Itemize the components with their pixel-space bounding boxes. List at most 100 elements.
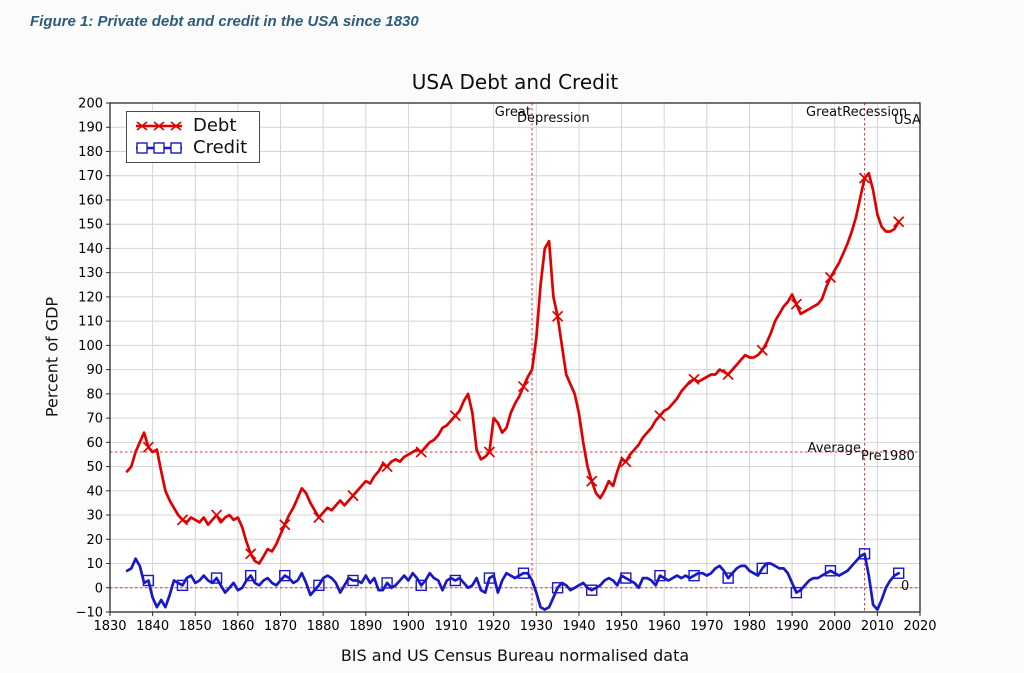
annotation-great-depression-left: Great: [494, 105, 531, 120]
x-tick-label: 1960: [648, 619, 681, 634]
credit-marker: [722, 572, 734, 584]
debt-legend-swatch: [136, 120, 182, 131]
y-tick-label: −10: [76, 606, 103, 621]
y-tick-label: 200: [78, 97, 103, 112]
credit-marker: [620, 572, 632, 584]
y-tick-label: 80: [86, 387, 103, 402]
credit-series: [125, 548, 905, 611]
reference-lines: [110, 103, 920, 612]
x-tick-label: 1970: [690, 619, 723, 634]
y-tick-label: 40: [86, 484, 103, 499]
legend-item-credit: Credit: [134, 137, 247, 158]
x-tick-label: 2010: [861, 619, 894, 634]
credit-marker: [313, 579, 325, 592]
credit-marker: [449, 574, 462, 587]
x-tick-label: 1870: [264, 619, 297, 634]
y-tick-label: 0: [95, 581, 103, 596]
y-tick-label: 170: [78, 169, 103, 184]
debt-marker: [517, 380, 530, 393]
legend-label-debt: Debt: [193, 115, 237, 136]
debt-series: [125, 171, 905, 565]
y-tick-label: 120: [78, 290, 103, 305]
y-tick-label: 20: [86, 533, 103, 548]
annotation-usa: USA: [894, 113, 921, 128]
credit-marker: [790, 586, 803, 599]
x-tick-label: 1910: [435, 619, 468, 634]
debt-marker: [654, 410, 666, 422]
y-tick-label: 160: [78, 193, 103, 208]
y-tick-label: 140: [78, 242, 103, 257]
x-tick-label: 2000: [818, 619, 851, 634]
x-tick-label: 1890: [349, 619, 382, 634]
x-tick-label: 1930: [520, 619, 553, 634]
annotation-average: Average: [807, 441, 861, 456]
x-tick-label: 1900: [392, 619, 425, 634]
debt-marker: [858, 172, 871, 184]
credit-marker: [756, 562, 768, 575]
y-tick-label: 100: [78, 339, 103, 354]
x-tick-label: 1880: [307, 619, 340, 634]
debt-marker: [210, 509, 223, 521]
debt-marker: [483, 446, 496, 458]
annotation-great-depression-right: Depression: [517, 111, 590, 126]
tick-labels: 1830 1840 1850 1860 1870 1880 1890 1900 1910 1920…: [76, 97, 937, 635]
figure-caption: Figure 1: Private debt and credit in the…: [30, 13, 419, 30]
x-axis-label: BIS and US Census Bureau normalised data: [340, 646, 690, 665]
credit-marker: [688, 569, 700, 582]
debt-marker: [620, 456, 632, 468]
plot-border: [109, 102, 921, 613]
tick-marks: [106, 102, 921, 616]
debt-marker: [449, 410, 461, 422]
x-tick-label: 1920: [477, 619, 510, 634]
credit-marker: [415, 579, 427, 592]
legend: Debt Credit: [126, 111, 261, 163]
credit-marker: [381, 577, 393, 589]
credit-marker: [210, 572, 223, 584]
credit-marker: [858, 548, 871, 560]
credit-marker: [244, 569, 257, 582]
credit-marker: [824, 565, 837, 577]
credit-marker: [279, 569, 291, 582]
x-tick-label: 1860: [221, 619, 254, 634]
debt-marker: [893, 216, 905, 228]
y-tick-label: 60: [86, 436, 103, 451]
annotation-pre1980: Pre1980: [861, 449, 915, 464]
debt-marker: [756, 344, 768, 356]
debt-marker: [279, 519, 291, 531]
legend-label-credit: Credit: [193, 137, 248, 158]
debt-marker: [586, 475, 598, 487]
debt-marker: [381, 460, 393, 473]
y-tick-label: 190: [78, 121, 103, 136]
y-tick-label: 130: [78, 266, 103, 281]
credit-legend-swatch: [136, 141, 182, 154]
debt-marker: [142, 441, 154, 453]
debt-marker: [824, 271, 837, 284]
annotation-great-recession: GreatRecession: [806, 105, 908, 120]
x-tick-label: 1940: [562, 619, 595, 634]
credit-marker: [142, 574, 155, 587]
x-tick-label: 2020: [903, 619, 936, 634]
x-tick-label: 1990: [776, 619, 809, 634]
debt-marker: [245, 548, 257, 560]
debt-marker: [790, 298, 802, 310]
y-tick-label: 30: [86, 509, 103, 524]
x-tick-label: 1950: [605, 619, 638, 634]
debt-marker: [722, 368, 734, 381]
y-tick-label: 110: [78, 315, 103, 330]
y-tick-label: 50: [86, 460, 103, 475]
debt-marker: [415, 446, 427, 458]
y-tick-label: 70: [86, 412, 103, 427]
credit-marker: [586, 584, 598, 596]
credit-marker: [551, 582, 564, 594]
x-tick-label: 1850: [179, 619, 212, 634]
credit-marker: [176, 579, 189, 592]
debt-marker: [176, 514, 189, 526]
debt-line: [125, 171, 901, 565]
plot-background: [110, 103, 920, 612]
debt-marker: [552, 310, 564, 322]
x-tick-label: 1980: [733, 619, 766, 634]
debt-marker: [313, 511, 325, 524]
y-tick-label: 90: [86, 363, 103, 378]
y-tick-label: 180: [78, 145, 103, 160]
